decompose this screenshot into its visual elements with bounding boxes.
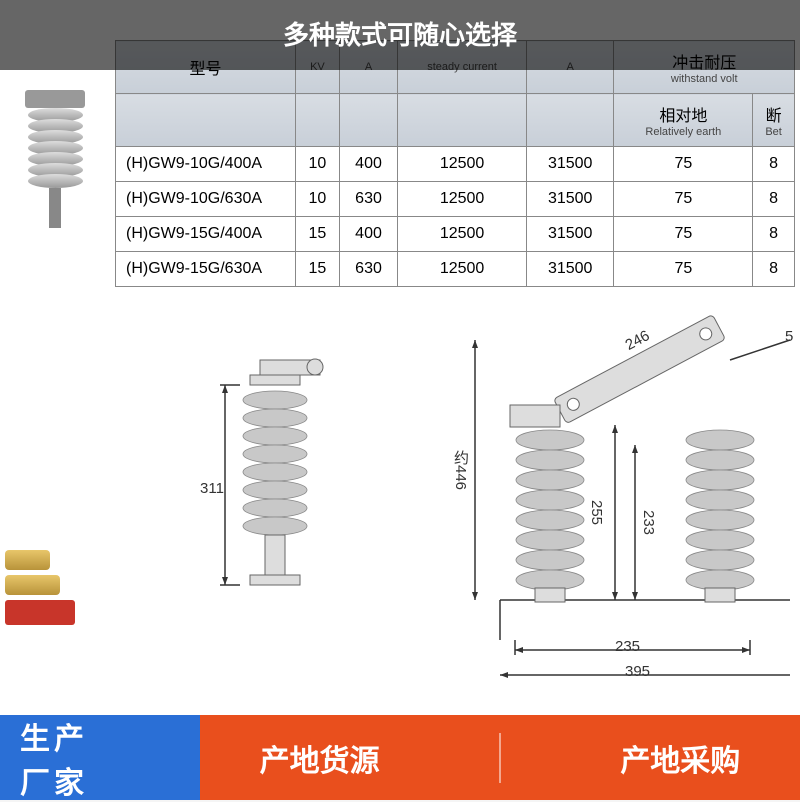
cell-a1: 630 [339, 182, 397, 217]
top-banner: 多种款式可随心选择 [0, 0, 800, 70]
cell-earth: 75 [614, 217, 753, 252]
bottom-item2: 产地采购 [620, 736, 740, 780]
dim-233: 233 [640, 510, 657, 535]
cell-a1: 400 [339, 147, 397, 182]
dim-235: 235 [615, 638, 640, 655]
table-row: (H)GW9-10G/400A104001250031500758 [116, 147, 795, 182]
bottom-left-line2: 厂家 [20, 758, 200, 802]
bottom-bar: 生产 厂家 产地货源 产地采购 [0, 715, 800, 800]
content-area: 多种款式可随心选择 型号 KV A steady current A 冲击耐压w… [0, 0, 800, 800]
cell-earth: 75 [614, 182, 753, 217]
spec-table: 型号 KV A steady current A 冲击耐压withstand v… [115, 40, 795, 287]
cell-a1: 400 [339, 217, 397, 252]
bottom-left-line1: 生产 [20, 714, 200, 758]
cell-steady: 12500 [398, 252, 527, 287]
bottom-right-bar: 产地货源 产地采购 [200, 715, 800, 800]
diagram-big-assembly: 246 5 约446 255 233 235 395 [460, 310, 800, 690]
cell-bet: 8 [753, 217, 795, 252]
bottom-divider [499, 733, 501, 783]
dim-395: 395 [625, 663, 650, 680]
cell-model: (H)GW9-15G/630A [116, 252, 296, 287]
table-row: (H)GW9-15G/400A154001250031500758 [116, 217, 795, 252]
table-row: (H)GW9-15G/630A156301250031500758 [116, 252, 795, 287]
cell-model: (H)GW9-15G/400A [116, 217, 296, 252]
cell-a1: 630 [339, 252, 397, 287]
cell-steady: 12500 [398, 147, 527, 182]
bottom-left-badge: 生产 厂家 [0, 715, 200, 800]
table-subheader-row: 相对地Relatively earth 断Bet [116, 94, 795, 147]
table-row: (H)GW9-10G/630A106301250031500758 [116, 182, 795, 217]
cell-bet: 8 [753, 252, 795, 287]
spec-table-wrap: 型号 KV A steady current A 冲击耐压withstand v… [115, 40, 795, 287]
th-empty [339, 94, 397, 147]
cell-model: (H)GW9-10G/400A [116, 147, 296, 182]
th-empty [526, 94, 614, 147]
diagram-small-insulator: 311 [195, 350, 375, 635]
product-photo-insulator [10, 90, 100, 240]
top-banner-text: 多种款式可随心选择 [283, 20, 517, 50]
th-empty [398, 94, 527, 147]
bracket-parts-photo [5, 550, 95, 630]
cell-earth: 75 [614, 147, 753, 182]
dim-311: 311 [200, 480, 224, 497]
cell-kv: 15 [296, 217, 340, 252]
cell-bet: 8 [753, 182, 795, 217]
cell-a2: 31500 [526, 182, 614, 217]
th-earth: 相对地Relatively earth [614, 94, 753, 147]
th-empty [296, 94, 340, 147]
cell-bet: 8 [753, 147, 795, 182]
cell-earth: 75 [614, 252, 753, 287]
cell-kv: 15 [296, 252, 340, 287]
cell-steady: 12500 [398, 217, 527, 252]
dim-446: 约446 [450, 450, 471, 490]
bottom-item1: 产地货源 [260, 736, 380, 780]
cell-steady: 12500 [398, 182, 527, 217]
th-bet: 断Bet [753, 94, 795, 147]
insulator-sheds [243, 391, 307, 535]
cell-model: (H)GW9-10G/630A [116, 182, 296, 217]
dim-255: 255 [588, 500, 605, 525]
dim-5: 5 [785, 328, 793, 345]
table-body: (H)GW9-10G/400A104001250031500758(H)GW9-… [116, 147, 795, 287]
th-empty [116, 94, 296, 147]
cell-kv: 10 [296, 147, 340, 182]
cell-a2: 31500 [526, 252, 614, 287]
diagram-area: 311 [0, 290, 800, 710]
cell-a2: 31500 [526, 217, 614, 252]
cell-a2: 31500 [526, 147, 614, 182]
cell-kv: 10 [296, 182, 340, 217]
